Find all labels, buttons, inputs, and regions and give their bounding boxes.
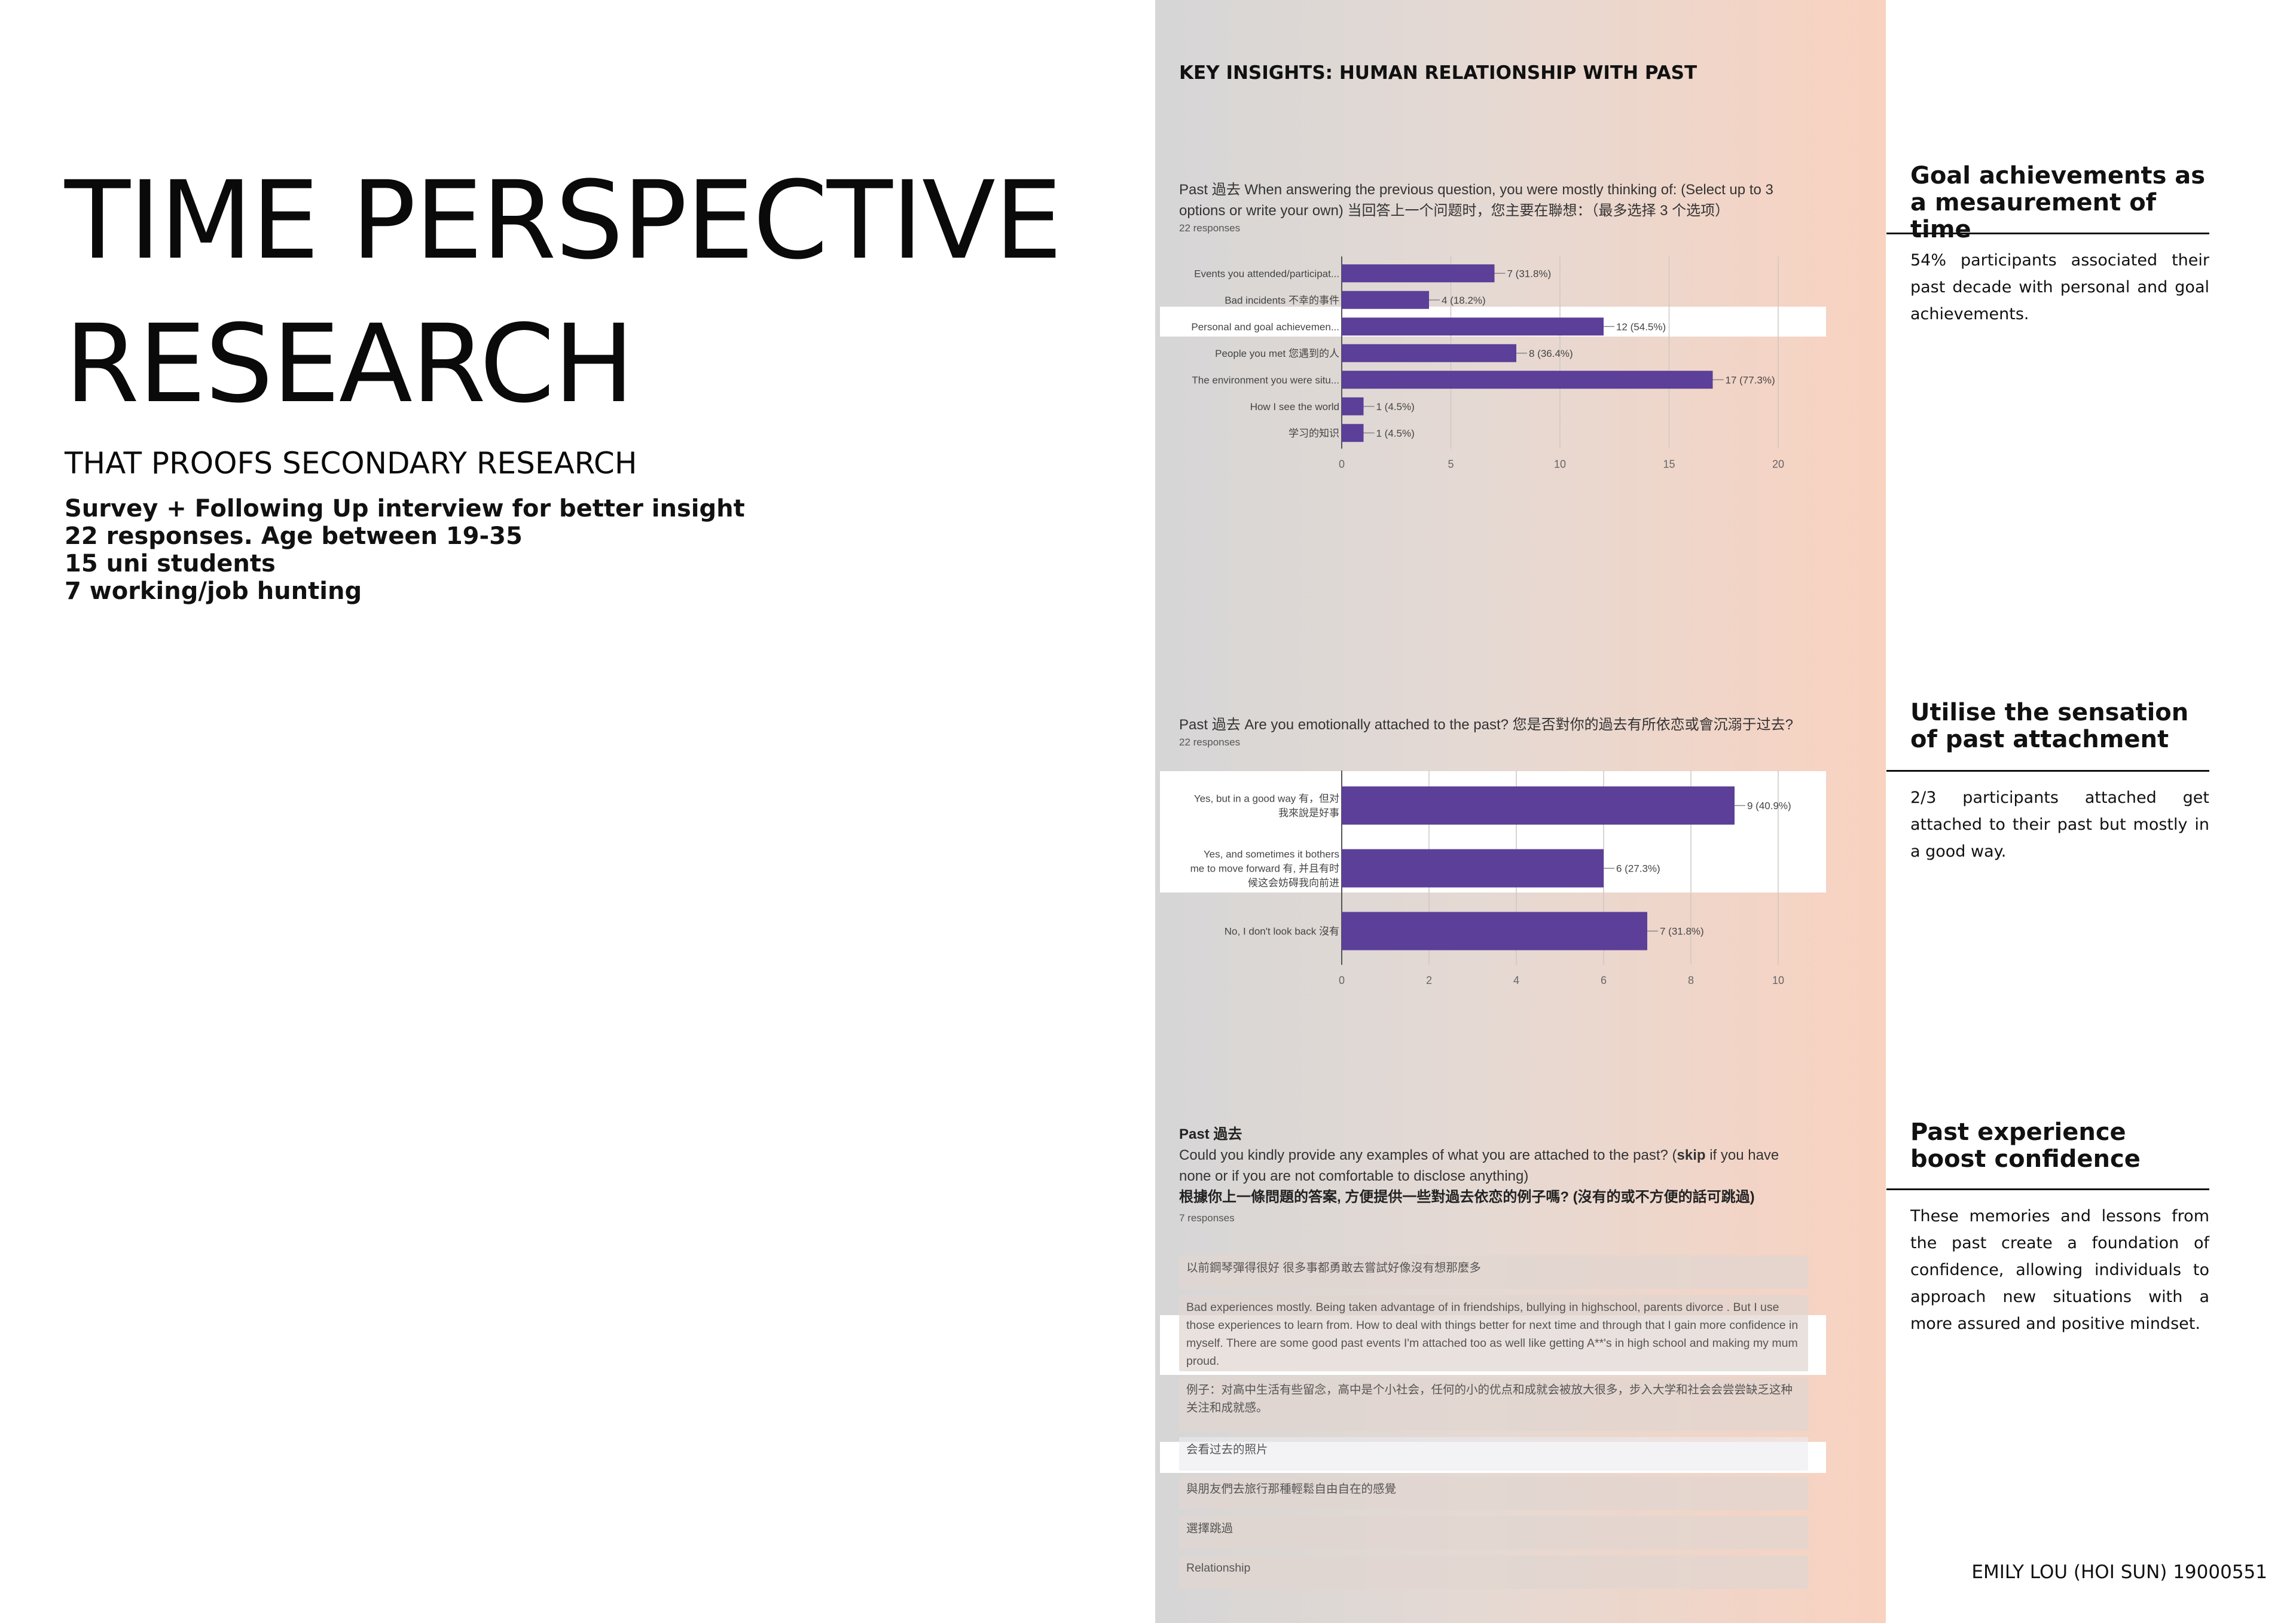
x-tick-label: 2 <box>1426 974 1432 986</box>
data-label: 7 (31.8%) <box>1507 268 1552 279</box>
question-3-text-cn: 根據你上一條問題的答案, 方便提供一些對過去依恋的例子嗎? (沒有的或不方便的話… <box>1179 1189 1755 1205</box>
survey-facts: Survey + Following Up interview for bett… <box>65 495 1081 605</box>
category-label: People you met 您遇到的人 <box>1215 348 1339 359</box>
x-tick-label: 8 <box>1688 974 1694 986</box>
insight-title-2: Utilise the sensation of past attachment <box>1910 699 2189 753</box>
insight-title-1: Goal achievements as a mesaurement of ti… <box>1910 162 2206 243</box>
x-tick-label: 0 <box>1339 974 1345 986</box>
title-line-1: TIME PERSPECTIVE <box>65 158 1062 283</box>
chart-past-thinking: 0 5 10 15 20 7 (31.8%) Events you attended/par… <box>1191 256 1784 470</box>
data-label: 1 (4.5%) <box>1376 427 1415 439</box>
x-tick-label: 6 <box>1601 974 1607 986</box>
category-label: 我來說是好事 <box>1278 808 1339 819</box>
question-2-text: Past 過去 Are you emotionally attached to … <box>1179 717 1793 733</box>
category-label: me to move forward 有, 并且有时 <box>1190 863 1339 875</box>
fact-working: 7 working/job hunting <box>65 577 362 605</box>
panel-heading: KEY INSIGHTS: HUMAN RELATIONSHIP WITH PA… <box>1179 62 1697 84</box>
answer-6: 選擇跳過 <box>1179 1516 1808 1549</box>
data-label: 9 (40.9%) <box>1747 800 1791 812</box>
bar <box>1342 786 1735 825</box>
bar <box>1342 424 1364 442</box>
title-block: TIME PERSPECTIVE RESEARCH THAT PROOFS SE… <box>65 149 1081 605</box>
insight-divider-2 <box>1886 770 2209 772</box>
insight-divider-1 <box>1886 233 2209 234</box>
category-label: The environment you were situ... <box>1192 374 1339 386</box>
data-label: 4 (18.2%) <box>1442 295 1486 306</box>
fact-responses: 22 responses. Age between 19-35 <box>65 522 523 550</box>
chart-emotional-attachment: 0 2 4 6 8 10 9 (40.9%) Yes, but in a good way 有… <box>1190 771 1791 986</box>
question-1-responses: 22 responses <box>1179 222 1241 234</box>
question-3: Past 過去 Could you kindly provide any exa… <box>1179 1124 1813 1225</box>
data-label: 8 (36.4%) <box>1529 348 1573 359</box>
question-2-responses: 22 responses <box>1179 736 1241 748</box>
category-label: Personal and goal achievemen... <box>1191 321 1339 332</box>
x-tick-label: 10 <box>1554 459 1566 470</box>
x-tick-label: 5 <box>1448 459 1454 470</box>
bar <box>1342 264 1495 283</box>
category-label: Yes, and sometimes it bothers <box>1204 849 1339 860</box>
category-label: No, I don't look back 沒有 <box>1225 926 1339 937</box>
question-3-text: Could you kindly provide any examples of… <box>1179 1147 1779 1184</box>
question-3-title: Past 過去 <box>1179 1126 1242 1142</box>
category-label: Events you attended/participat... <box>1194 268 1339 279</box>
data-label: 6 (27.3%) <box>1616 863 1660 875</box>
data-label: 12 (54.5%) <box>1616 321 1666 332</box>
page-subtitle: THAT PROOFS SECONDARY RESEARCH <box>65 446 637 481</box>
x-tick-label: 20 <box>1772 459 1784 470</box>
bar <box>1342 317 1604 336</box>
insight-body-3: These memories and lessons from the past… <box>1910 1207 2209 1333</box>
question-1: Past 過去 When answering the previous ques… <box>1179 179 1813 236</box>
answer-5: 與朋友們去旅行那種輕鬆自由自在的感覺 <box>1179 1477 1808 1510</box>
author-credit: EMILY LOU (HOI SUN) 19000551 <box>1971 1561 2267 1583</box>
category-label: 学习的知识 <box>1289 427 1339 439</box>
question-1-text: Past 過去 When answering the previous ques… <box>1179 182 1773 219</box>
insight-body-1: 54% participants associated their past d… <box>1910 251 2209 323</box>
category-label: 候这会妨碍我向前进 <box>1248 878 1339 889</box>
x-tick-label: 15 <box>1663 459 1675 470</box>
insight-title-3: Past experience boost confidence <box>1910 1118 2141 1173</box>
insight-body-2: 2/3 participants attached get attached t… <box>1910 788 2209 861</box>
insight-divider-3 <box>1886 1188 2209 1190</box>
bar <box>1342 849 1604 888</box>
answer-3: 例子：对高中生活有些留念，高中是个小社会，任何的小的优点和成就会被放大很多，步入… <box>1179 1377 1808 1431</box>
question-2: Past 過去 Are you emotionally attached to … <box>1179 714 1813 750</box>
title-line-2: RESEARCH <box>65 302 634 427</box>
category-label: Bad incidents 不幸的事件 <box>1225 295 1339 306</box>
data-label: 17 (77.3%) <box>1726 374 1775 386</box>
bar <box>1342 344 1516 362</box>
answer-7: Relationship <box>1179 1555 1808 1589</box>
question-3-responses: 7 responses <box>1179 1212 1235 1224</box>
category-label: How I see the world <box>1250 401 1339 412</box>
fact-students: 15 uni students <box>65 550 276 577</box>
x-tick-label: 0 <box>1339 459 1345 470</box>
page-title: TIME PERSPECTIVE RESEARCH <box>65 149 1081 436</box>
x-tick-label: 10 <box>1772 974 1784 986</box>
x-tick-label: 4 <box>1513 974 1519 986</box>
bar <box>1342 397 1364 415</box>
answer-4: 会看过去的照片 <box>1179 1437 1808 1471</box>
data-label: 7 (31.8%) <box>1660 926 1704 937</box>
fact-method: Survey + Following Up interview for bett… <box>65 495 745 522</box>
data-label: 1 (4.5%) <box>1376 401 1415 412</box>
bar <box>1342 291 1429 309</box>
answer-1: 以前鋼琴彈得很好 很多事都勇敢去嘗試好像沒有想那麼多 <box>1179 1255 1808 1289</box>
bar <box>1342 912 1647 950</box>
category-label: Yes, but in a good way 有，但对 <box>1194 793 1339 805</box>
answer-2: Bad experiences mostly. Being taken adva… <box>1179 1295 1808 1371</box>
bar <box>1342 371 1713 389</box>
